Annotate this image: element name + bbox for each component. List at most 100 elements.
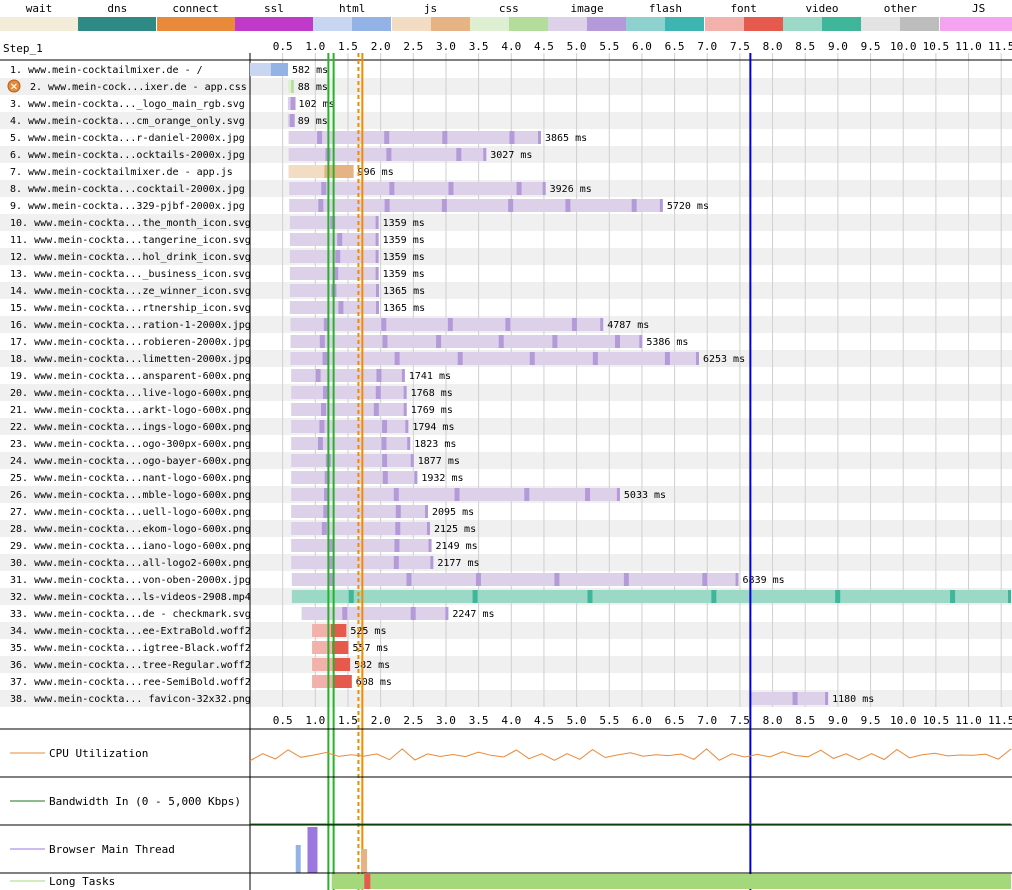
request-duration: 1741 ms xyxy=(409,371,451,382)
request-bar xyxy=(291,403,407,416)
request-bar-chunk xyxy=(333,267,339,280)
request-bar xyxy=(291,471,418,484)
request-bar-chunk xyxy=(448,182,454,195)
request-bar-end xyxy=(403,403,407,416)
request-duration: 1877 ms xyxy=(418,456,460,467)
x-tick-label-top: 3.5 xyxy=(469,40,489,53)
legend-swatch xyxy=(783,17,861,31)
legend-item-js-execution: JS Execution xyxy=(939,0,1012,32)
request-bar-chunk xyxy=(335,250,341,263)
request-bar-chunk xyxy=(381,437,387,450)
request-label: 24. www.mein-cockta...ogo-bayer-600x.png xyxy=(10,456,251,467)
request-duration: 2177 ms xyxy=(437,558,479,569)
x-tick-label-bottom: 0.5 xyxy=(273,714,293,727)
request-bar-end xyxy=(426,522,430,535)
request-label: 31. www.mein-cockta...von-oben-2000x.jpg xyxy=(10,575,251,586)
row-background xyxy=(0,554,1012,571)
request-bar xyxy=(291,386,407,399)
x-tick-label-top: 9.5 xyxy=(861,40,881,53)
legend-label: js xyxy=(423,2,438,15)
x-tick-label-bottom: 3.0 xyxy=(436,714,456,727)
request-bar-chunk xyxy=(323,505,329,518)
legend-swatch xyxy=(548,17,627,31)
request-bar xyxy=(288,131,542,144)
request-duration: 1359 ms xyxy=(383,235,425,246)
x-tick-label-bottom: 5.0 xyxy=(567,714,587,727)
request-label: 5. www.mein-cockta...r-daniel-2000x.jpg xyxy=(10,133,245,144)
request-duration: 1359 ms xyxy=(383,218,425,229)
request-duration: 2095 ms xyxy=(432,507,474,518)
request-bar xyxy=(751,692,829,705)
request-bar-chunk xyxy=(376,369,382,382)
request-bar-end xyxy=(825,692,829,705)
request-bar-chunk xyxy=(792,692,798,705)
request-bar-chunk xyxy=(552,335,558,348)
request-label: 32. www.mein-cockta...ls-videos-2908.mp4 xyxy=(10,592,251,603)
legend-swatch xyxy=(861,17,940,31)
request-duration: 3865 ms xyxy=(545,133,587,144)
request-label: 16. www.mein-cockta...ration-1-2000x.jpg xyxy=(10,320,251,331)
request-bar-chunk xyxy=(615,335,621,348)
request-bar-chunk xyxy=(950,590,956,603)
request-bar-download xyxy=(291,80,294,93)
request-bar-chunk xyxy=(319,335,325,348)
x-tick-label-top: 0.5 xyxy=(273,40,293,53)
x-tick-label-top: 8.5 xyxy=(795,40,815,53)
request-label: 14. www.mein-cockta...ze_winner_icon.svg xyxy=(10,286,251,297)
request-duration: 557 ms xyxy=(352,643,388,654)
request-bar-chunk xyxy=(395,505,401,518)
request-bar-chunk xyxy=(338,301,344,314)
request-bar xyxy=(291,369,405,382)
panel-label: Long Tasks xyxy=(49,875,115,888)
request-bar-chunk xyxy=(571,318,577,331)
long-tasks-bar xyxy=(331,874,1012,889)
request-duration: 89 ms xyxy=(298,116,328,127)
request-bar-chunk xyxy=(454,488,460,501)
x-tick-label-bottom: 6.5 xyxy=(665,714,685,727)
legend-item-flash: flash xyxy=(626,0,705,32)
row-background xyxy=(0,656,1012,673)
panel-label: Bandwidth In (0 - 5,000 Kbps) xyxy=(49,795,241,808)
request-label: 4. www.mein-cockta...cm_orange_only.svg xyxy=(10,116,245,127)
request-bar-chunk xyxy=(329,539,335,552)
request-bar-end xyxy=(695,352,699,365)
request-bar-end xyxy=(376,284,380,297)
request-bar-chunk xyxy=(505,318,511,331)
request-label: 19. www.mein-cockta...ansparent-600x.png xyxy=(10,371,251,382)
request-duration: 2149 ms xyxy=(436,541,478,552)
request-bar-end xyxy=(600,318,604,331)
request-duration: 1768 ms xyxy=(411,388,453,399)
request-bar-chunk xyxy=(623,573,629,586)
request-bar-chunk xyxy=(711,590,717,603)
x-tick-label-top: 1.0 xyxy=(305,40,325,53)
request-bar-chunk xyxy=(321,522,327,535)
request-label: 15. www.mein-cockta...rtnership_icon.svg xyxy=(10,303,251,314)
request-bar-chunk xyxy=(456,148,462,161)
legend-label: wait xyxy=(25,2,53,15)
request-bar-chunk xyxy=(472,590,478,603)
row-background xyxy=(0,452,1012,469)
x-tick-label-top: 3.0 xyxy=(436,40,456,53)
legend-label: html xyxy=(338,2,366,15)
main-thread-activity xyxy=(295,845,301,873)
request-bar-chunk xyxy=(447,318,453,331)
main-thread-activity xyxy=(361,849,368,873)
request-bar-chunk xyxy=(592,352,598,365)
request-bar-chunk xyxy=(315,369,321,382)
legend-item-video: video xyxy=(783,0,861,32)
request-label: 36. www.mein-cockta...tree-Regular.woff2 xyxy=(10,660,251,671)
request-bar-chunk xyxy=(348,590,354,603)
x-tick-label-top: 6.0 xyxy=(632,40,652,53)
row-background xyxy=(0,384,1012,401)
request-bar-chunk xyxy=(389,182,395,195)
request-bar-end xyxy=(430,556,434,569)
request-bar-chunk xyxy=(384,199,390,212)
x-tick-label-bottom: 7.5 xyxy=(730,714,750,727)
request-label: 1. www.mein-cocktailmixer.de - / xyxy=(10,65,203,76)
legend-swatch xyxy=(78,17,157,31)
request-bar xyxy=(289,182,546,195)
legend-label: flash xyxy=(648,2,682,15)
request-bar-chunk xyxy=(554,573,560,586)
request-bar-chunk xyxy=(375,386,381,399)
request-bar-chunk xyxy=(631,199,637,212)
